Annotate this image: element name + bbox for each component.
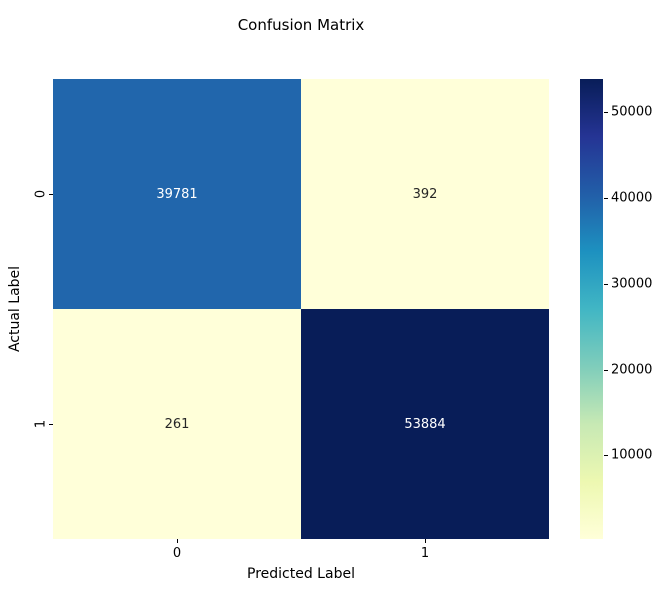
colorbar-tick — [604, 112, 608, 114]
x-tick-label: 0 — [172, 546, 182, 561]
y-tick-label: 0 — [33, 189, 49, 199]
heatmap-cell: 53884 — [301, 309, 549, 539]
heatmap-cell: 392 — [301, 79, 549, 309]
colorbar-tick-label: 40000 — [611, 190, 653, 206]
colorbar-tick-label: 50000 — [611, 104, 653, 120]
chart-title: Confusion Matrix — [237, 16, 365, 34]
x-tick-label: 1 — [420, 546, 430, 561]
x-tick — [177, 539, 178, 543]
heatmap-cell: 39781 — [53, 79, 301, 309]
y-axis-label: Actual Label — [7, 265, 23, 353]
colorbar-tick — [604, 198, 608, 200]
colorbar-tick — [604, 455, 608, 457]
x-tick — [425, 539, 426, 543]
heatmap: 39781 392 261 53884 — [53, 79, 549, 539]
y-tick — [49, 424, 53, 425]
colorbar — [580, 79, 603, 539]
colorbar-tick-label: 30000 — [611, 276, 653, 292]
heatmap-cell: 261 — [53, 309, 301, 539]
colorbar-tick — [604, 369, 608, 371]
cell-value: 261 — [164, 416, 190, 432]
colorbar-tick-label: 10000 — [611, 447, 653, 463]
y-tick — [49, 194, 53, 195]
colorbar-tick-label: 20000 — [611, 362, 653, 378]
x-axis-label: Predicted Label — [247, 566, 355, 582]
colorbar-tick — [604, 283, 608, 285]
cell-value: 39781 — [156, 186, 198, 202]
cell-value: 392 — [412, 186, 438, 202]
y-tick-label: 1 — [33, 419, 49, 429]
cell-value: 53884 — [404, 416, 446, 432]
